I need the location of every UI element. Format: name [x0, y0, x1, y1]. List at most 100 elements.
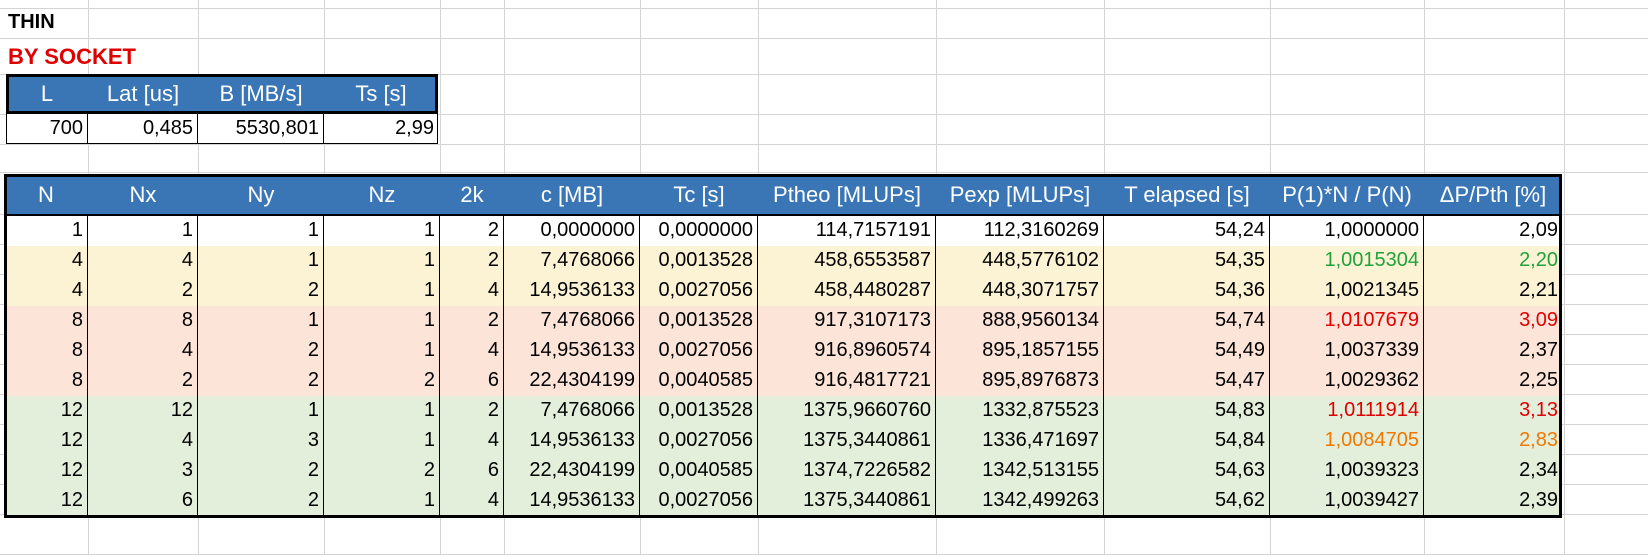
table-cell[interactable]: 1: [324, 336, 440, 366]
results-header-cell[interactable]: N: [38, 182, 54, 207]
results-header-cell[interactable]: ΔP/Pth [%]: [1439, 182, 1547, 207]
table-cell[interactable]: 2: [440, 216, 504, 246]
params-header-cell[interactable]: Lat [us]: [106, 81, 180, 106]
table-cell[interactable]: 2: [198, 276, 324, 306]
table-cell[interactable]: 1332,875523: [936, 396, 1104, 426]
params-cell[interactable]: 2,99: [395, 117, 434, 139]
table-cell[interactable]: 1,0107679: [1270, 306, 1424, 336]
table-cell[interactable]: 2,21: [1519, 279, 1558, 301]
table-cell[interactable]: 1: [324, 216, 440, 246]
table-cell[interactable]: 1,0111914: [1270, 396, 1424, 426]
table-cell[interactable]: 2,39: [1519, 489, 1558, 511]
table-cell[interactable]: 448,3071757: [936, 276, 1104, 306]
table-cell[interactable]: 12: [88, 396, 198, 426]
table-cell[interactable]: 2: [324, 456, 440, 486]
table-cell[interactable]: 8: [4, 306, 88, 336]
table-cell[interactable]: 12: [4, 456, 88, 486]
table-cell[interactable]: 8: [88, 306, 198, 336]
table-cell[interactable]: 22,4304199: [504, 456, 640, 486]
results-header-cell[interactable]: c [MB]: [540, 182, 604, 207]
table-cell[interactable]: 14,9536133: [504, 276, 640, 306]
table-cell[interactable]: 4: [88, 426, 198, 456]
table-cell[interactable]: 1342,513155: [936, 456, 1104, 486]
table-cell[interactable]: 458,4480287: [758, 276, 936, 306]
table-cell[interactable]: 1: [324, 276, 440, 306]
results-header-cell[interactable]: Ny: [247, 182, 275, 207]
table-cell[interactable]: 0,0040585: [640, 366, 758, 396]
table-cell[interactable]: 114,7157191: [758, 216, 936, 246]
table-cell[interactable]: 8: [4, 366, 88, 396]
table-cell[interactable]: 1,0021345: [1270, 276, 1424, 306]
table-cell[interactable]: 1: [198, 246, 324, 276]
results-header-cell[interactable]: Nz: [368, 182, 396, 207]
table-cell[interactable]: 4: [4, 246, 88, 276]
table-cell[interactable]: 54,63: [1104, 456, 1270, 486]
table-cell[interactable]: 3: [88, 456, 198, 486]
table-cell[interactable]: 0,0013528: [640, 306, 758, 336]
table-cell[interactable]: 2: [198, 336, 324, 366]
table-cell[interactable]: 54,36: [1104, 276, 1270, 306]
table-cell[interactable]: 1,0000000: [1270, 216, 1424, 246]
table-cell[interactable]: 3,13: [1519, 399, 1558, 421]
table-cell[interactable]: 1: [4, 216, 88, 246]
params-header-cell[interactable]: L: [40, 81, 54, 106]
table-cell[interactable]: 2,20: [1519, 249, 1558, 271]
table-cell[interactable]: 54,24: [1104, 216, 1270, 246]
table-cell[interactable]: 1,0084705: [1270, 426, 1424, 456]
table-cell[interactable]: 4: [440, 336, 504, 366]
table-cell[interactable]: 1: [198, 216, 324, 246]
table-cell[interactable]: 1,0029362: [1270, 366, 1424, 396]
table-cell[interactable]: 1: [324, 246, 440, 276]
table-cell[interactable]: 1: [324, 426, 440, 456]
table-cell[interactable]: 2: [198, 366, 324, 396]
params-header-cell[interactable]: B [MB/s]: [219, 81, 303, 106]
table-cell[interactable]: 54,49: [1104, 336, 1270, 366]
table-cell[interactable]: 0,0000000: [504, 216, 640, 246]
table-cell[interactable]: 4: [440, 486, 504, 516]
table-cell[interactable]: 1: [198, 306, 324, 336]
table-cell[interactable]: 4: [88, 336, 198, 366]
table-cell[interactable]: 4: [440, 426, 504, 456]
table-cell[interactable]: 7,4768066: [504, 396, 640, 426]
table-cell[interactable]: 6: [88, 486, 198, 516]
table-cell[interactable]: 1374,7226582: [758, 456, 936, 486]
table-cell[interactable]: 448,5776102: [936, 246, 1104, 276]
params-cell[interactable]: 700: [6, 114, 88, 144]
results-header-cell[interactable]: Pexp [MLUPs]: [949, 182, 1091, 207]
table-cell[interactable]: 2,37: [1519, 339, 1558, 361]
table-cell[interactable]: 2: [198, 486, 324, 516]
table-cell[interactable]: 0,0027056: [640, 426, 758, 456]
table-cell[interactable]: 458,6553587: [758, 246, 936, 276]
table-cell[interactable]: 2: [88, 276, 198, 306]
table-cell[interactable]: 1375,3440861: [758, 426, 936, 456]
table-cell[interactable]: 0,0040585: [640, 456, 758, 486]
table-cell[interactable]: 14,9536133: [504, 426, 640, 456]
sheet-subtitle[interactable]: BY SOCKET: [8, 44, 136, 69]
table-cell[interactable]: 2: [88, 366, 198, 396]
table-cell[interactable]: 1,0039427: [1270, 486, 1424, 516]
table-cell[interactable]: 895,8976873: [936, 366, 1104, 396]
table-cell[interactable]: 2,09: [1519, 219, 1558, 241]
table-cell[interactable]: 7,4768066: [504, 246, 640, 276]
table-cell[interactable]: 4: [440, 276, 504, 306]
table-cell[interactable]: 0,0013528: [640, 396, 758, 426]
params-cell[interactable]: 0,485: [88, 114, 198, 144]
table-cell[interactable]: 0,0027056: [640, 276, 758, 306]
table-cell[interactable]: 888,9560134: [936, 306, 1104, 336]
table-cell[interactable]: 3,09: [1519, 309, 1558, 331]
table-cell[interactable]: 2: [198, 456, 324, 486]
table-cell[interactable]: 2: [440, 306, 504, 336]
table-cell[interactable]: 6: [440, 456, 504, 486]
table-cell[interactable]: 54,84: [1104, 426, 1270, 456]
params-header-cell[interactable]: Ts [s]: [355, 81, 407, 106]
table-cell[interactable]: 0,0027056: [640, 336, 758, 366]
sheet-title[interactable]: THIN: [8, 11, 55, 33]
table-cell[interactable]: 12: [4, 426, 88, 456]
table-cell[interactable]: 1,0015304: [1270, 246, 1424, 276]
table-cell[interactable]: 916,4817721: [758, 366, 936, 396]
table-cell[interactable]: 22,4304199: [504, 366, 640, 396]
table-cell[interactable]: 1: [324, 486, 440, 516]
table-cell[interactable]: 1342,499263: [936, 486, 1104, 516]
results-header-cell[interactable]: Nx: [129, 182, 157, 207]
